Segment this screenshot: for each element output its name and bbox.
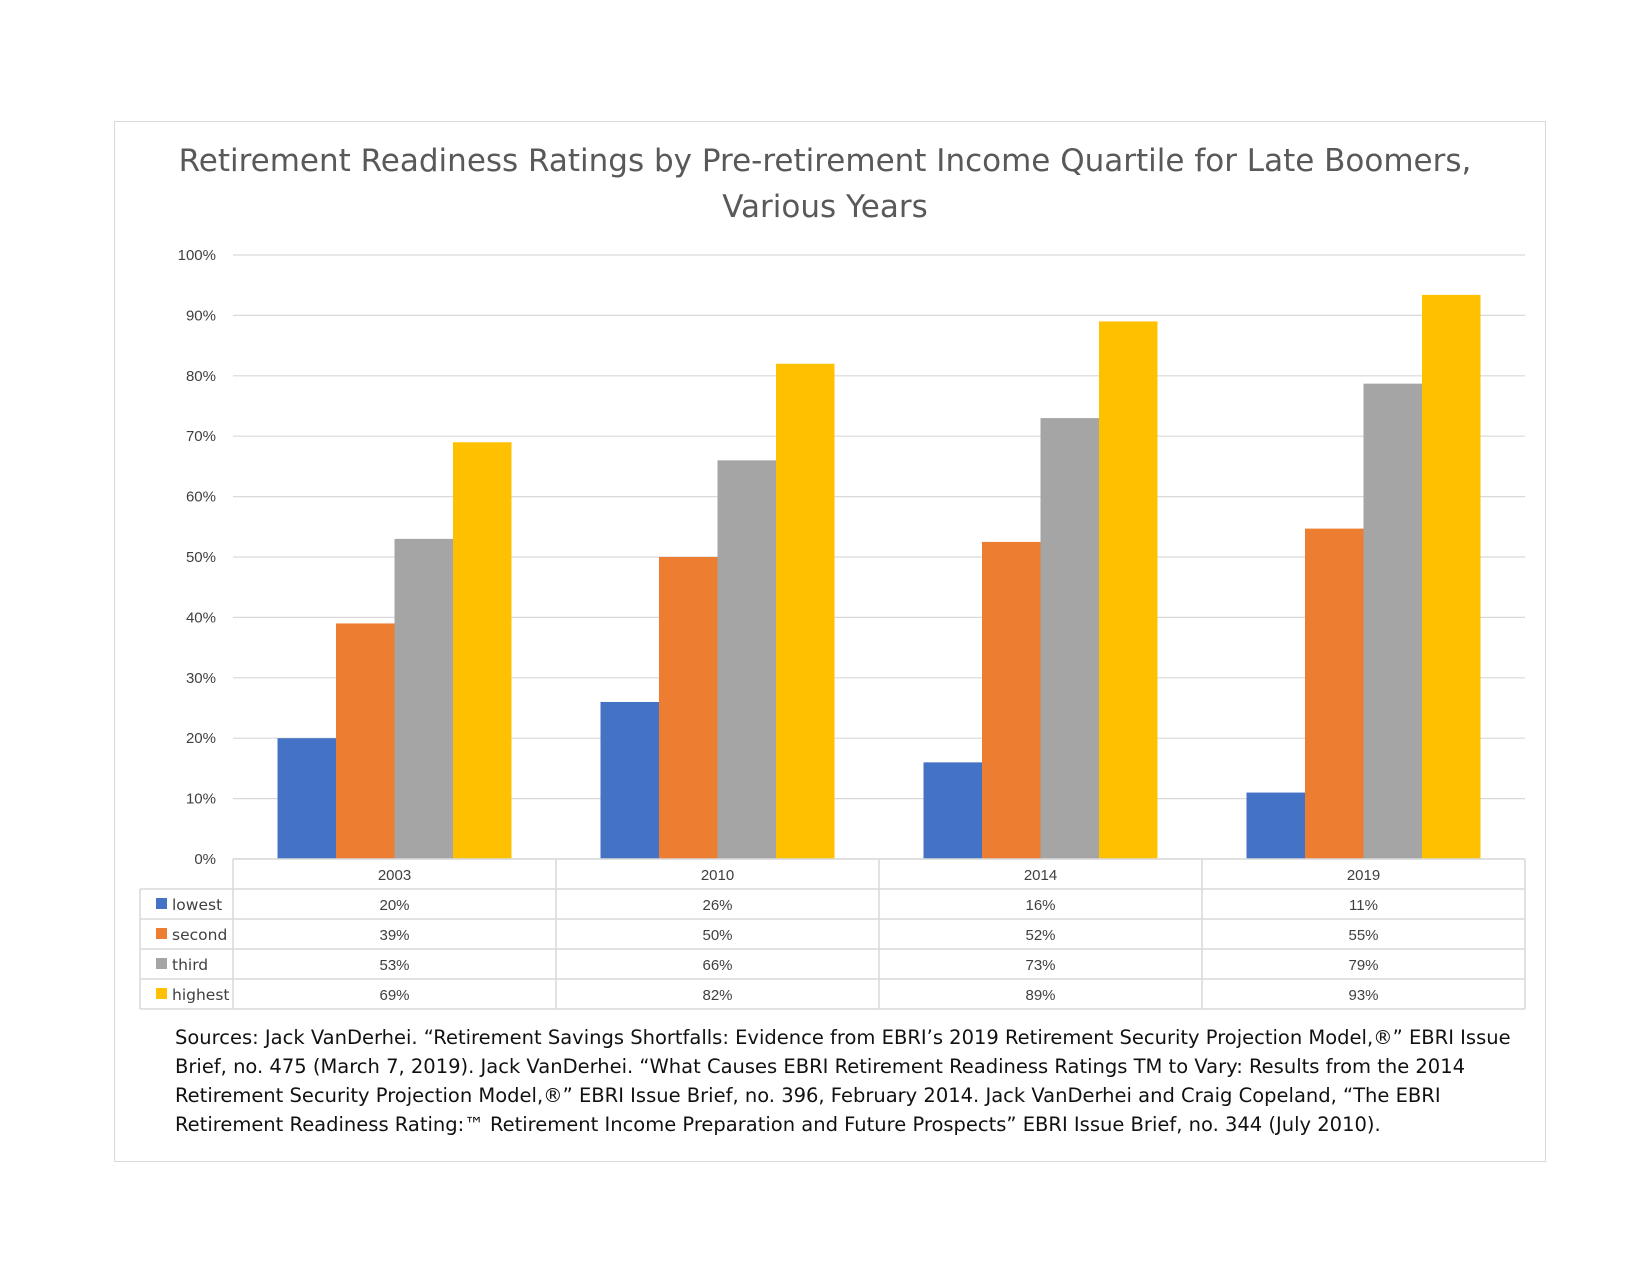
bar-second-2010 (659, 557, 718, 859)
legend-label: second (172, 926, 227, 944)
legend-label: highest (172, 986, 229, 1004)
data-table-cell: 26% (702, 897, 732, 914)
y-tick-label: 50% (186, 549, 216, 566)
data-table-cell: 11% (1349, 897, 1378, 914)
bar-lowest-2003 (277, 738, 336, 859)
data-table-cell: 50% (702, 927, 732, 944)
data-table-cell: 16% (1025, 897, 1055, 914)
bar-lowest-2019 (1246, 792, 1305, 859)
y-tick-label: 20% (186, 730, 216, 747)
bar-second-2014 (982, 541, 1041, 859)
y-tick-label: 30% (186, 670, 216, 687)
legend-label: third (172, 956, 208, 974)
y-tick-label: 40% (186, 609, 216, 626)
chart-title: Retirement Readiness Ratings by Pre-reti… (178, 143, 1472, 225)
bar-third-2014 (1040, 418, 1099, 859)
data-table-cell: 82% (702, 987, 732, 1004)
bar-highest-2003 (453, 442, 512, 859)
legend-key-second (156, 928, 167, 939)
data-table-cell: 73% (1025, 957, 1055, 974)
bar-third-2010 (717, 460, 776, 859)
y-tick-label: 100% (178, 247, 216, 264)
y-tick-label: 80% (186, 368, 216, 385)
data-table-cell: 93% (1348, 987, 1378, 1004)
data-table-cell: 55% (1348, 927, 1378, 944)
x-tick-label: 2014 (1024, 867, 1057, 884)
data-table-cell: 79% (1348, 957, 1378, 974)
y-tick-label: 10% (186, 791, 216, 808)
y-tick-label: 70% (186, 428, 216, 445)
x-tick-label: 2010 (701, 867, 734, 884)
legend-key-lowest (156, 898, 167, 909)
y-tick-label: 90% (186, 307, 216, 324)
bar-highest-2014 (1099, 321, 1158, 859)
data-table-cell: 52% (1025, 927, 1055, 944)
bar-highest-2010 (776, 363, 835, 859)
data-table-cell: 20% (379, 897, 409, 914)
data-table-cell: 39% (379, 927, 409, 944)
bar-lowest-2010 (600, 701, 659, 859)
y-tick-label: 60% (186, 489, 216, 506)
x-tick-label: 2019 (1347, 867, 1380, 884)
bar-highest-2019 (1422, 294, 1481, 859)
data-table-cell: 66% (702, 957, 732, 974)
y-tick-label: 0% (194, 851, 216, 868)
data-table-cell: 53% (379, 957, 409, 974)
bar-second-2003 (336, 623, 395, 859)
x-tick-label: 2003 (378, 867, 411, 884)
bar-second-2019 (1305, 528, 1364, 859)
bar-third-2019 (1363, 383, 1422, 859)
bar-third-2003 (394, 538, 453, 859)
legend-key-third (156, 958, 167, 969)
sources-note: Sources: Jack VanDerhei. “Retirement Sav… (175, 1026, 1511, 1136)
legend-key-highest (156, 988, 167, 999)
data-table-cell: 69% (379, 987, 409, 1004)
data-table-cell: 89% (1025, 987, 1055, 1004)
legend-label: lowest (172, 896, 222, 914)
bar-lowest-2014 (923, 762, 982, 859)
